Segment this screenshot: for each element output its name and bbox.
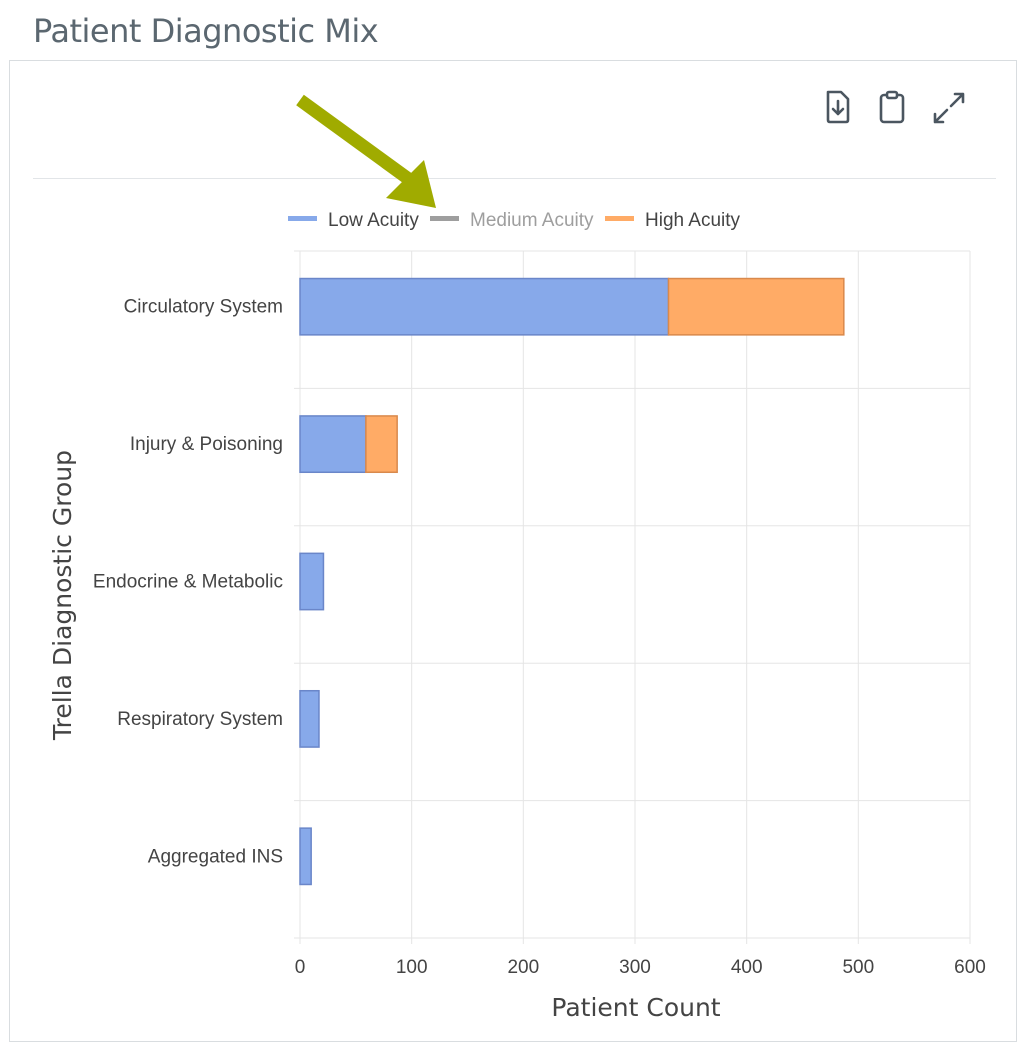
x-axis-ticks: 0 100 200 300 400 500 600 [295, 957, 986, 978]
x-tick-label: 500 [842, 957, 874, 978]
y-tick-label: Endocrine & Metabolic [93, 572, 283, 593]
bar-low-acuity[interactable] [299, 552, 325, 611]
legend-label: Medium Acuity [470, 210, 594, 231]
x-tick-label: 300 [619, 957, 651, 978]
y-tick-label: Injury & Poisoning [130, 434, 283, 455]
legend-swatch [430, 216, 459, 221]
bar-low-acuity[interactable] [299, 827, 312, 886]
x-axis-title: Patient Count [551, 993, 720, 1022]
expand-icon[interactable] [932, 89, 965, 125]
bar-low-acuity[interactable] [299, 277, 670, 336]
legend-label: High Acuity [645, 210, 741, 231]
legend-item-high-acuity[interactable]: High Acuity [605, 210, 741, 231]
x-tick-label: 600 [954, 957, 986, 978]
y-tick-label: Circulatory System [124, 297, 283, 318]
legend-label: Low Acuity [328, 210, 419, 231]
chart-legend: Low Acuity Medium Acuity High Acuity [288, 210, 741, 231]
x-tick-label: 0 [295, 957, 306, 978]
chart-bars [299, 277, 845, 886]
legend-swatch [605, 216, 634, 221]
legend-item-medium-acuity[interactable]: Medium Acuity [430, 210, 594, 231]
y-tick-label: Respiratory System [117, 709, 283, 730]
page-title: Patient Diagnostic Mix [33, 12, 379, 50]
download-icon[interactable] [822, 89, 854, 125]
bar-high-acuity[interactable] [667, 277, 845, 336]
bar-low-acuity[interactable] [299, 415, 367, 474]
clipboard-icon[interactable] [876, 89, 908, 125]
x-tick-label: 200 [507, 957, 539, 978]
legend-item-low-acuity[interactable]: Low Acuity [288, 210, 419, 231]
chart-grid [294, 250, 971, 944]
x-tick-label: 100 [396, 957, 428, 978]
x-tick-label: 400 [731, 957, 763, 978]
chart-card [9, 60, 1017, 1042]
toolbar-divider [33, 178, 996, 179]
y-axis-title: Trella Diagnostic Group [48, 450, 77, 741]
bar-low-acuity[interactable] [299, 689, 320, 748]
y-tick-label: Aggregated INS [148, 846, 283, 867]
legend-swatch [288, 216, 317, 221]
bar-high-acuity[interactable] [365, 415, 398, 474]
arrow-icon [296, 94, 436, 208]
y-axis-ticks: Circulatory System Injury & Poisoning Endo… [93, 297, 283, 868]
